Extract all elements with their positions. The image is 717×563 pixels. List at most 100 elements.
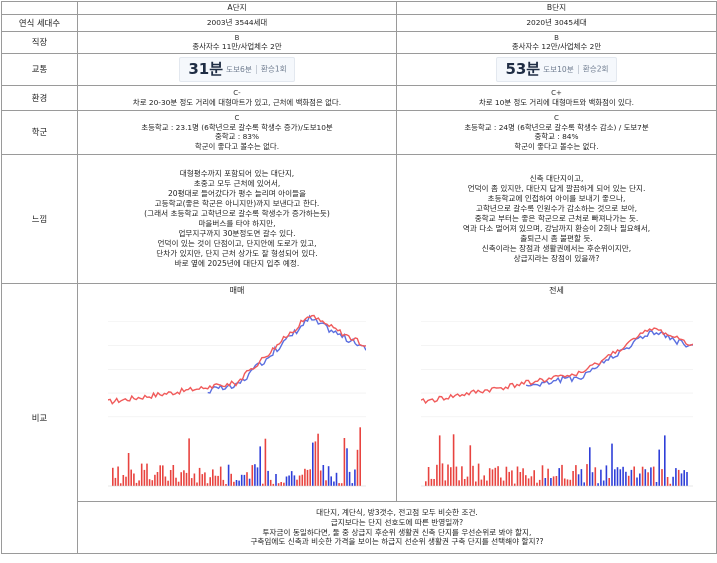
feel-a-line-6: 마을버스를 타야 하지만, <box>198 219 276 228</box>
school-b-line-3: 학군이 좋다고 볼수는 없다. <box>514 141 599 151</box>
volume-bar <box>322 465 325 486</box>
volume-bar <box>327 466 330 486</box>
volume-bar <box>330 476 332 486</box>
volume-bar <box>264 438 267 486</box>
chart-b-title: 전세 <box>549 286 564 295</box>
volume-bar <box>351 483 354 486</box>
volume-bar <box>457 480 460 486</box>
volume-bar <box>325 480 327 486</box>
volume-bar <box>591 472 593 486</box>
volume-bar <box>649 467 652 486</box>
volume-bar <box>227 464 230 486</box>
volume-bar <box>259 446 261 486</box>
year-a: 2003년 3544세대 <box>77 14 397 32</box>
volume-bar <box>627 475 629 486</box>
volume-bar <box>571 471 574 486</box>
chart-background <box>420 298 693 496</box>
volume-bar <box>283 482 285 486</box>
volume-bar <box>563 478 565 486</box>
volume-bar <box>444 480 446 486</box>
volume-bar <box>552 476 554 486</box>
volume-bar <box>309 469 311 486</box>
compare-summary: 대단지, 계단식, 방3갯수, 전고점 모두 비슷한 조건. 급지보다는 단지 … <box>77 501 717 554</box>
compare-b: 전세 <box>396 283 717 502</box>
volume-bar <box>140 463 143 486</box>
volume-bar <box>613 469 616 486</box>
env-b-grade: C+ <box>551 89 562 97</box>
volume-bar <box>251 465 254 486</box>
env-b-text: 차로 10분 정도 거리에 대형마트와 백화점이 있다. <box>478 97 635 107</box>
volume-bar <box>198 467 201 486</box>
school-a-line-3: 학군이 좋다고 볼수는 없다. <box>194 141 280 151</box>
volume-bar <box>238 480 240 486</box>
volume-bar <box>159 465 161 486</box>
volume-bar <box>167 480 169 486</box>
volume-bar <box>641 466 643 486</box>
row-label-school: 학군 <box>1 110 78 155</box>
feel-a-line-3: 20평대로 들어갔다가 평수 늘리며 아이들을 <box>167 188 307 198</box>
volume-bar <box>524 475 527 486</box>
volume-bar <box>438 435 440 486</box>
feel-a-line-9: 단차가 있지만, 단지 근처 상가도 잘 형성되어 있다. <box>156 249 318 259</box>
volume-bar <box>560 464 563 486</box>
volume-bar <box>430 478 432 486</box>
volume-bar <box>596 483 599 486</box>
volume-bar <box>544 478 546 486</box>
school-a: C 초등학교 : 23.1명 (6학년으로 갈수록 학생수 증가)/도보10분 … <box>77 110 397 155</box>
volume-bar <box>151 480 154 486</box>
volume-bar <box>538 479 540 486</box>
compare-a: 매매 <box>77 283 397 502</box>
feel-b-line-6: 역과 다소 멀어져 있으며, 강남까지 환승이 2회나 필요해서, <box>462 224 651 233</box>
volume-bar <box>513 483 515 486</box>
volume-bar <box>304 468 306 486</box>
volume-bar <box>460 466 463 486</box>
volume-bar <box>130 469 132 486</box>
volume-bar <box>485 480 488 486</box>
env-a-text: 차로 20-30분 정도 거리에 대형마트가 있고, 근처에 백화점은 없다. <box>132 97 342 107</box>
school-b-line-2: 중학교 : 84% <box>534 132 579 142</box>
job-b-text: 종사자수 12만/사업체수 2만 <box>511 42 602 52</box>
volume-bar <box>652 466 654 486</box>
volume-bar <box>138 480 140 486</box>
volume-bar <box>338 483 340 486</box>
volume-bar <box>256 467 259 486</box>
volume-bar <box>630 469 632 486</box>
volume-bar <box>209 477 211 486</box>
volume-bar <box>666 477 668 486</box>
volume-bar <box>632 466 635 486</box>
volume-bar <box>496 466 499 486</box>
year-b: 2020년 3045세대 <box>396 14 717 32</box>
volume-bar <box>432 479 435 486</box>
volume-bar <box>333 481 335 486</box>
volume-bar <box>646 472 649 486</box>
volume-bar <box>599 469 602 486</box>
volume-bar <box>482 475 485 486</box>
volume-bar <box>474 481 477 486</box>
row-label-feel: 느낌 <box>1 154 78 284</box>
volume-bar <box>674 468 677 486</box>
volume-bar <box>580 469 582 486</box>
volume-bar <box>348 471 351 486</box>
volume-bar <box>225 484 227 486</box>
volume-bar <box>293 475 296 486</box>
volume-bar <box>114 477 117 486</box>
volume-bar <box>435 464 438 486</box>
volume-bar <box>230 473 232 486</box>
volume-bar <box>222 479 225 486</box>
volume-bar <box>272 483 275 486</box>
volume-bar <box>172 465 175 486</box>
volume-bar <box>340 483 343 486</box>
volume-bar <box>574 465 577 486</box>
volume-bar <box>519 472 521 486</box>
volume-bar <box>201 474 204 486</box>
volume-bar <box>212 469 214 486</box>
job-b-grade: B <box>554 33 559 42</box>
volume-bar <box>477 463 479 486</box>
volume-bar <box>441 463 443 486</box>
volume-bar <box>635 477 638 486</box>
job-a-grade: B <box>234 33 240 42</box>
volume-bar <box>117 466 119 486</box>
volume-bar <box>135 482 138 486</box>
volume-bar <box>502 480 504 486</box>
volume-bar <box>127 453 130 486</box>
